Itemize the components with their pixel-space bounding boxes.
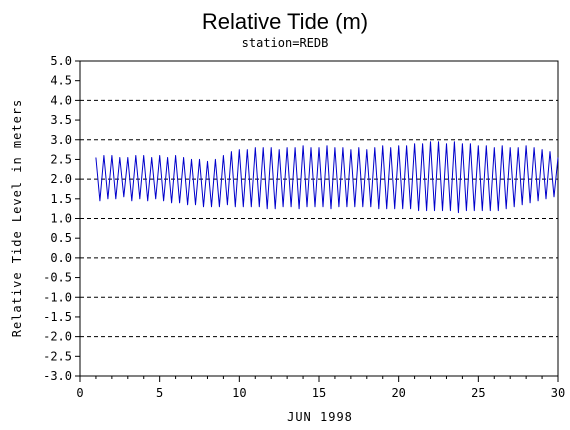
series-group xyxy=(95,141,559,214)
y-tick-label: 3.0 xyxy=(50,133,72,147)
y-tick-label: -3.0 xyxy=(43,369,72,383)
x-tick-label: 20 xyxy=(391,386,405,400)
x-tick-label: 25 xyxy=(471,386,485,400)
x-tick-label: 15 xyxy=(312,386,326,400)
y-axis-label: Relative Tide Level in meters xyxy=(10,99,24,338)
x-tick-label: 10 xyxy=(232,386,246,400)
y-tick-label: 0.5 xyxy=(50,231,72,245)
x-tick-label: 30 xyxy=(551,386,565,400)
gridlines xyxy=(80,60,558,377)
y-tick-label: 4.5 xyxy=(50,74,72,88)
x-axis-label: JUN 1998 xyxy=(287,410,353,424)
series-line-tide xyxy=(95,141,559,214)
y-tick-label: -2.5 xyxy=(43,349,72,363)
x-axis: 0 5 10 15 20 25 30 xyxy=(76,376,565,400)
y-tick-label: 1.0 xyxy=(50,212,72,226)
x-tick-label: 0 xyxy=(76,386,83,400)
y-tick-label: 1.5 xyxy=(50,192,72,206)
y-tick-label: -1.5 xyxy=(43,310,72,324)
chart-subtitle: station=REDB xyxy=(242,36,329,50)
y-tick-label: 2.0 xyxy=(50,172,72,186)
x-tick-label: 5 xyxy=(156,386,163,400)
y-tick-label: -2.0 xyxy=(43,330,72,344)
y-tick-label: 5.0 xyxy=(50,54,72,68)
y-tick-label: 4.0 xyxy=(50,93,72,107)
y-tick-label: 0.0 xyxy=(50,251,72,265)
y-tick-label: 2.5 xyxy=(50,152,72,166)
y-axis: 5.0 4.5 4.0 3.5 3.0 2.5 2.0 1.5 1.0 0.5 0.0 -0.5 -1.… xyxy=(43,54,80,383)
chart-title: Relative Tide (m) xyxy=(202,9,368,34)
y-tick-label: -1.0 xyxy=(43,290,72,304)
y-tick-label: -0.5 xyxy=(43,271,72,285)
y-tick-label: 3.5 xyxy=(50,113,72,127)
